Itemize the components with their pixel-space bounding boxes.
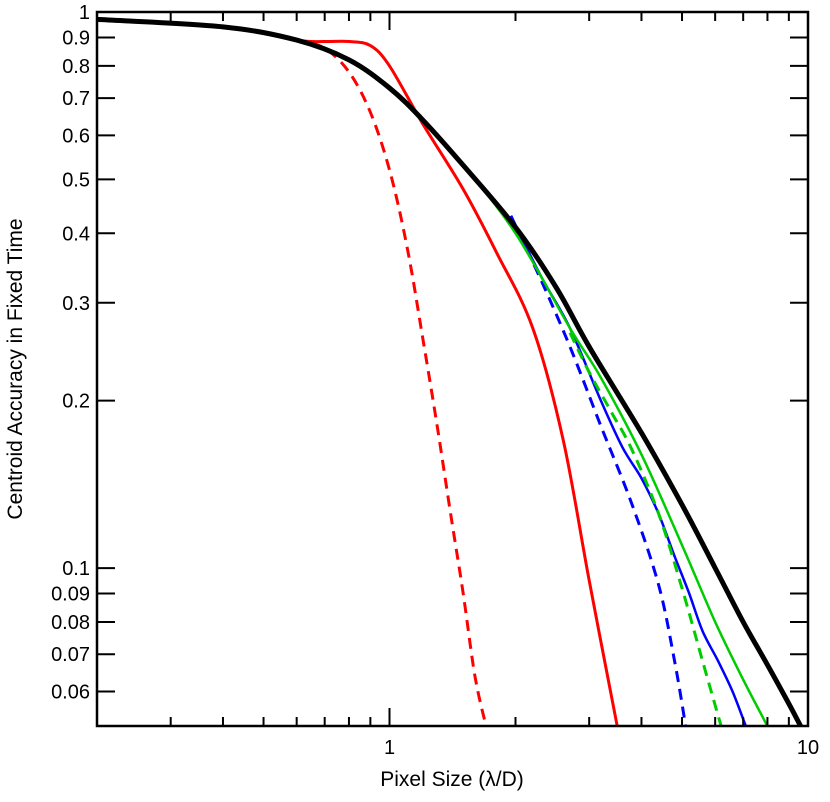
tick-labels: 1 10 1 0.9 0.8 0.7 0.6 0.5 0.4 0.3 0.2 0.1 0.09 0.08 0…	[51, 2, 819, 759]
y-tick-label: 1	[79, 2, 90, 24]
y-tick-label: 0.1	[62, 558, 90, 580]
data-lines	[97, 16, 803, 726]
series-line-7	[97, 16, 803, 726]
x-tick-label: 1	[384, 737, 395, 759]
x-tick-label: 10	[797, 737, 819, 759]
axis-ticks	[96, 11, 809, 726]
y-tick-label: 0.4	[62, 223, 90, 245]
y-tick-label: 0.09	[51, 584, 90, 606]
series-line-5	[568, 332, 723, 726]
y-tick-label: 0.8	[62, 56, 90, 78]
y-tick-label: 0.9	[62, 27, 90, 49]
plot-frame	[95, 10, 810, 728]
y-tick-label: 0.07	[51, 644, 90, 666]
series-line-2	[97, 17, 619, 726]
y-tick-label: 0.7	[62, 88, 90, 110]
y-tick-label: 0.08	[51, 612, 90, 634]
y-tick-label: 0.2	[62, 391, 90, 413]
series-line-4	[509, 215, 747, 726]
y-tick-label: 0.6	[62, 125, 90, 147]
y-axis-title: Centroid Accuracy in Fixed Time	[4, 218, 27, 519]
series-line-3	[509, 215, 688, 726]
x-axis-title: Pixel Size (λ/D)	[380, 768, 524, 791]
y-tick-label: 0.06	[51, 681, 90, 703]
y-tick-label: 0.3	[62, 293, 90, 315]
y-tick-label: 0.5	[62, 169, 90, 191]
